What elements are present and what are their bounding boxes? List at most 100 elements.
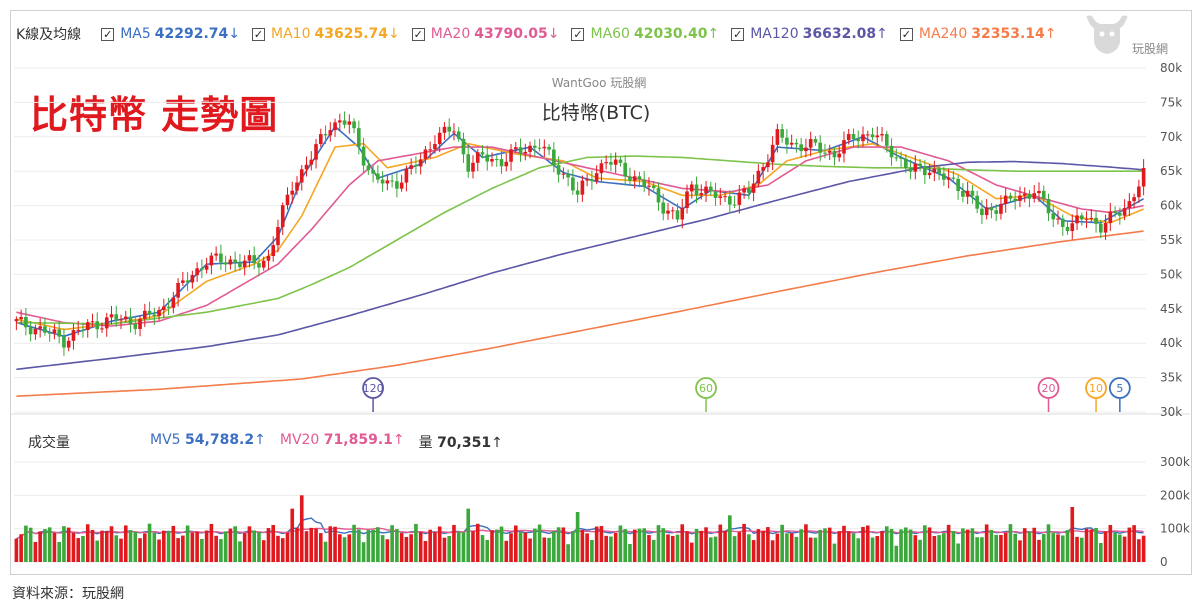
volume-bar <box>304 531 309 562</box>
volume-bar <box>951 531 956 562</box>
volume-bar <box>571 531 575 562</box>
legend-checkbox-icon[interactable]: ✓ <box>899 27 913 41</box>
volume-bar <box>95 540 100 562</box>
volume-bar <box>1013 533 1018 562</box>
candle <box>104 312 109 337</box>
candle <box>808 131 813 157</box>
legend-ma60[interactable]: ✓ MA60 42030.40 ↑ <box>571 26 719 42</box>
candle <box>846 129 851 145</box>
candle-body <box>1013 198 1018 201</box>
candle-body <box>513 147 518 150</box>
volume-bar <box>499 526 504 562</box>
candle <box>119 314 123 330</box>
legend-ma10[interactable]: ✓ MA10 43625.74 ↓ <box>252 26 400 42</box>
volume-bar <box>1003 532 1008 562</box>
legend-ma5[interactable]: ✓ MA5 42292.74 ↓ <box>101 26 240 42</box>
volume-bar <box>1127 527 1132 562</box>
candle-body <box>104 317 109 329</box>
volume-bar <box>43 529 47 562</box>
candle-body <box>399 182 404 189</box>
candle-body <box>865 134 870 136</box>
candle-body <box>908 167 913 172</box>
volume-bar <box>395 529 399 562</box>
legend-checkbox-icon[interactable]: ✓ <box>731 27 745 41</box>
candle-body <box>1122 207 1127 216</box>
candle <box>399 174 404 192</box>
candle <box>418 152 423 175</box>
candle <box>970 185 975 204</box>
candle-body <box>737 192 742 205</box>
candle <box>395 172 399 198</box>
candle <box>552 142 556 173</box>
volume-bar <box>1065 530 1070 562</box>
candle-body <box>637 176 642 180</box>
candle <box>352 118 356 134</box>
candle <box>1003 188 1008 213</box>
candle <box>228 255 233 270</box>
volume-bar <box>271 524 276 562</box>
candle-body <box>347 121 352 125</box>
candle-body <box>47 332 52 334</box>
volume-bar <box>961 528 965 562</box>
legend-ma20[interactable]: ✓ MA20 43790.05 ↓ <box>411 26 559 42</box>
candle-body <box>556 165 561 175</box>
volume-bar <box>361 542 366 562</box>
ma-period-markers: 120 60 20 10 5 <box>362 377 1131 412</box>
candle-body <box>723 196 727 198</box>
volume-bar <box>937 535 941 562</box>
candle-body <box>376 173 380 180</box>
legend-ma120[interactable]: ✓ MA120 36632.08 ↑ <box>731 26 888 42</box>
volume-tick-label: 200k <box>1160 488 1190 502</box>
candle <box>718 188 723 206</box>
volume-bar <box>90 529 95 562</box>
volume-bar <box>785 533 789 562</box>
candle <box>585 173 589 187</box>
candle <box>138 315 142 337</box>
candle <box>19 309 23 324</box>
candle-body <box>694 184 699 196</box>
legend-checkbox-icon[interactable]: ✓ <box>252 27 266 41</box>
volume-bar <box>1037 539 1041 562</box>
legend-checkbox-icon[interactable]: ✓ <box>411 27 425 41</box>
candle-body <box>290 190 295 195</box>
legend-ma240[interactable]: ✓ MA240 32353.14 ↑ <box>899 26 1057 42</box>
candle <box>1132 193 1136 209</box>
legend-checkbox-icon[interactable]: ✓ <box>101 27 115 41</box>
volume-bar <box>257 531 261 562</box>
candle <box>219 244 223 271</box>
candle <box>1056 210 1060 225</box>
volume-bar <box>123 525 128 562</box>
volume-bar <box>447 536 452 562</box>
candle <box>566 169 570 187</box>
candle <box>780 123 784 143</box>
volume-bar <box>323 541 328 562</box>
volume-bar <box>318 533 323 562</box>
candle-body <box>323 134 328 136</box>
candle-body <box>257 263 261 268</box>
candle-body <box>842 140 846 154</box>
candle <box>661 193 666 221</box>
candle <box>24 308 28 336</box>
candle <box>414 156 418 174</box>
candle <box>456 127 461 142</box>
candle <box>599 159 604 182</box>
candle-body <box>123 316 128 320</box>
candle-body <box>956 178 960 191</box>
candle <box>647 177 651 196</box>
volume-bar <box>670 535 675 562</box>
volume-bar <box>385 539 390 562</box>
volume-bar <box>694 528 699 562</box>
candle-body <box>266 256 271 261</box>
legend-ma-arrow: ↑ <box>876 26 888 42</box>
chart-frame <box>10 10 1192 575</box>
volume-bar <box>357 529 361 562</box>
volume-bar <box>666 534 670 562</box>
candle-body <box>1051 213 1056 220</box>
legend-checkbox-icon[interactable]: ✓ <box>571 27 585 41</box>
candle-body <box>90 321 95 323</box>
candle <box>461 132 466 163</box>
candle <box>133 315 138 335</box>
candle <box>1032 185 1037 203</box>
brand-watermark-text: WantGoo 玩股網 <box>551 76 647 90</box>
candle <box>247 250 252 268</box>
